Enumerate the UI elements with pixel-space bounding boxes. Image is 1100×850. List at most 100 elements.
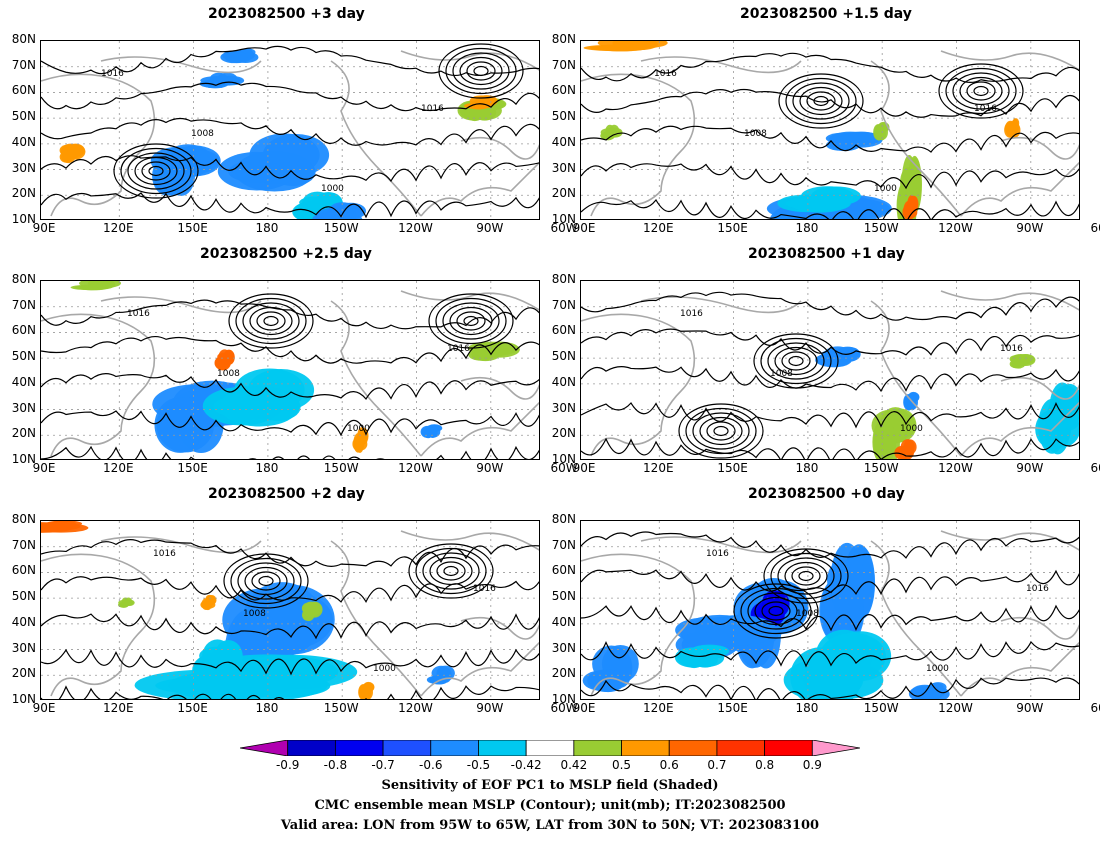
lat-tick-label: 50N [551,589,576,604]
lat-tick-label: 30N [551,160,576,175]
map-panel-6: 2023082500 +0 day 1016 1008 1000 1016 80N 70… [552,486,1100,715]
sensitivity-shading [815,346,1079,459]
lat-tick-label: 50N [11,349,36,364]
shading-patch [41,522,66,533]
colorbar-label: 0.42 [560,758,588,772]
lon-tick-label: 150E [177,701,208,715]
colorbar-label: -0.8 [323,758,348,772]
contour-value-label: 1016 [153,549,176,559]
lat-tick-label: 50N [11,109,36,124]
shading-patch [705,615,776,646]
lon-tick-label: 150W [863,461,899,475]
contour-value-label: 1000 [373,664,396,674]
mslp-contours [41,539,539,699]
shading-patch [600,128,617,137]
map-panel-3: 2023082500 +2.5 day 1016 1008 1000 1016 80N… [12,246,578,475]
lon-tick-label: 150W [323,221,359,235]
lon-tick-label: 150W [863,221,899,235]
lat-tick-label: 60N [11,563,36,578]
shading-patch [67,143,85,158]
lon-tick-label: 120E [643,701,674,715]
lat-tick-label: 70N [551,537,576,552]
lat-tick-label: 30N [11,640,36,655]
shading-patch [425,426,441,438]
lat-tick-label: 60N [11,83,36,98]
shading-patch [907,196,918,212]
shading-patch [202,639,233,675]
colorbar-swatch [716,740,766,756]
lat-tick-label: 20N [11,666,36,681]
colorbar-swatch [430,740,479,756]
mslp-contours [41,43,539,219]
lon-tick-label: 150W [323,461,359,475]
sensitivity-shading [583,41,1021,219]
lat-tick-label: 80N [11,512,36,526]
colorbar-swatch [764,740,813,756]
lon-tick-label: 90E [572,701,596,715]
contour-value-label: 1000 [347,424,370,434]
caption-line-1: Sensitivity of EOF PC1 to MSLP field (Sh… [381,778,719,793]
lat-tick-label: 40N [11,374,36,389]
contour-value-label: 1000 [874,184,897,194]
colorbar-arrow-left [240,740,289,756]
lon-tick-label: 60W [550,221,578,235]
contour-value-label: 1016 [473,584,496,594]
contour-value-label: 1000 [900,424,923,434]
lat-tick-label: 50N [11,589,36,604]
contour-value-label: 1008 [217,369,240,379]
lon-tick-label: 90W [1016,701,1044,715]
lon-tick-label: 180 [795,701,819,715]
map-panel-5: 2023082500 +2 day 1016 1008 1000 1016 80N 70… [12,486,578,715]
lat-tick-label: 40N [11,134,36,149]
coastlines [581,50,1079,217]
lon-tick-label: 150E [717,221,748,235]
colorbar-swatch [478,740,527,756]
lat-tick-label: 30N [11,400,36,415]
map-svg: 1016 1008 1000 1016 [41,41,539,219]
lon-tick-label: 120W [398,221,433,235]
contour-value-label: 1008 [243,609,266,619]
lat-tick-label: 40N [551,134,576,149]
contour-value-label: 1016 [1026,584,1049,594]
lat-tick-label: 50N [551,349,576,364]
map-area: 1016 1008 1000 1016 [40,280,540,460]
lat-tick-label: 30N [551,400,576,415]
map-svg: 1016 1008 1000 1016 [581,41,1079,219]
shading-patch [819,632,886,680]
lon-tick-label: 150E [177,461,208,475]
lat-tick-label: 60N [551,83,576,98]
gridlines [581,281,1079,459]
lat-tick-label: 20N [11,426,36,441]
mslp-contours [581,531,1079,699]
lon-tick-label: 90E [572,461,596,475]
contour-value-label: 1016 [447,344,470,354]
lon-tick-label: 120E [643,461,674,475]
shading-patch [873,420,897,459]
lon-tick-label: 60W [550,701,578,715]
contour-value-label: 1016 [1000,344,1023,354]
shading-patch [330,203,364,219]
map-area: 1016 1008 1000 1016 [40,40,540,220]
gridlines [41,521,539,699]
colorbar-arrow-right [811,740,860,756]
lon-tick-label: 90W [1016,221,1044,235]
lat-tick-label: 10N [551,452,576,466]
map-panel-4: 2023082500 +1 day 1016 1008 1000 1016 80N 70… [552,246,1100,475]
contour-value-label: 1008 [796,609,819,619]
lon-tick-label: 150W [323,701,359,715]
lon-tick-label: 90E [32,221,56,235]
shading-patch [842,131,882,146]
shading-patch [785,198,828,209]
lat-tick-label: 20N [551,186,576,201]
lon-tick-label: 60W [550,461,578,475]
lat-tick-label: 50N [551,109,576,124]
shading-patch [590,44,648,52]
caption-line-2: CMC ensemble mean MSLP (Contour); unit(m… [314,798,786,813]
lat-tick-label: 70N [11,297,36,312]
colorbar-label: 0.9 [802,758,822,772]
contour-value-label: 1016 [101,69,124,79]
shading-patch [118,599,131,606]
colorbar-label: -0.6 [419,758,443,772]
colorbar-label: 0.7 [707,758,727,772]
lon-tick-label: 120W [398,701,433,715]
